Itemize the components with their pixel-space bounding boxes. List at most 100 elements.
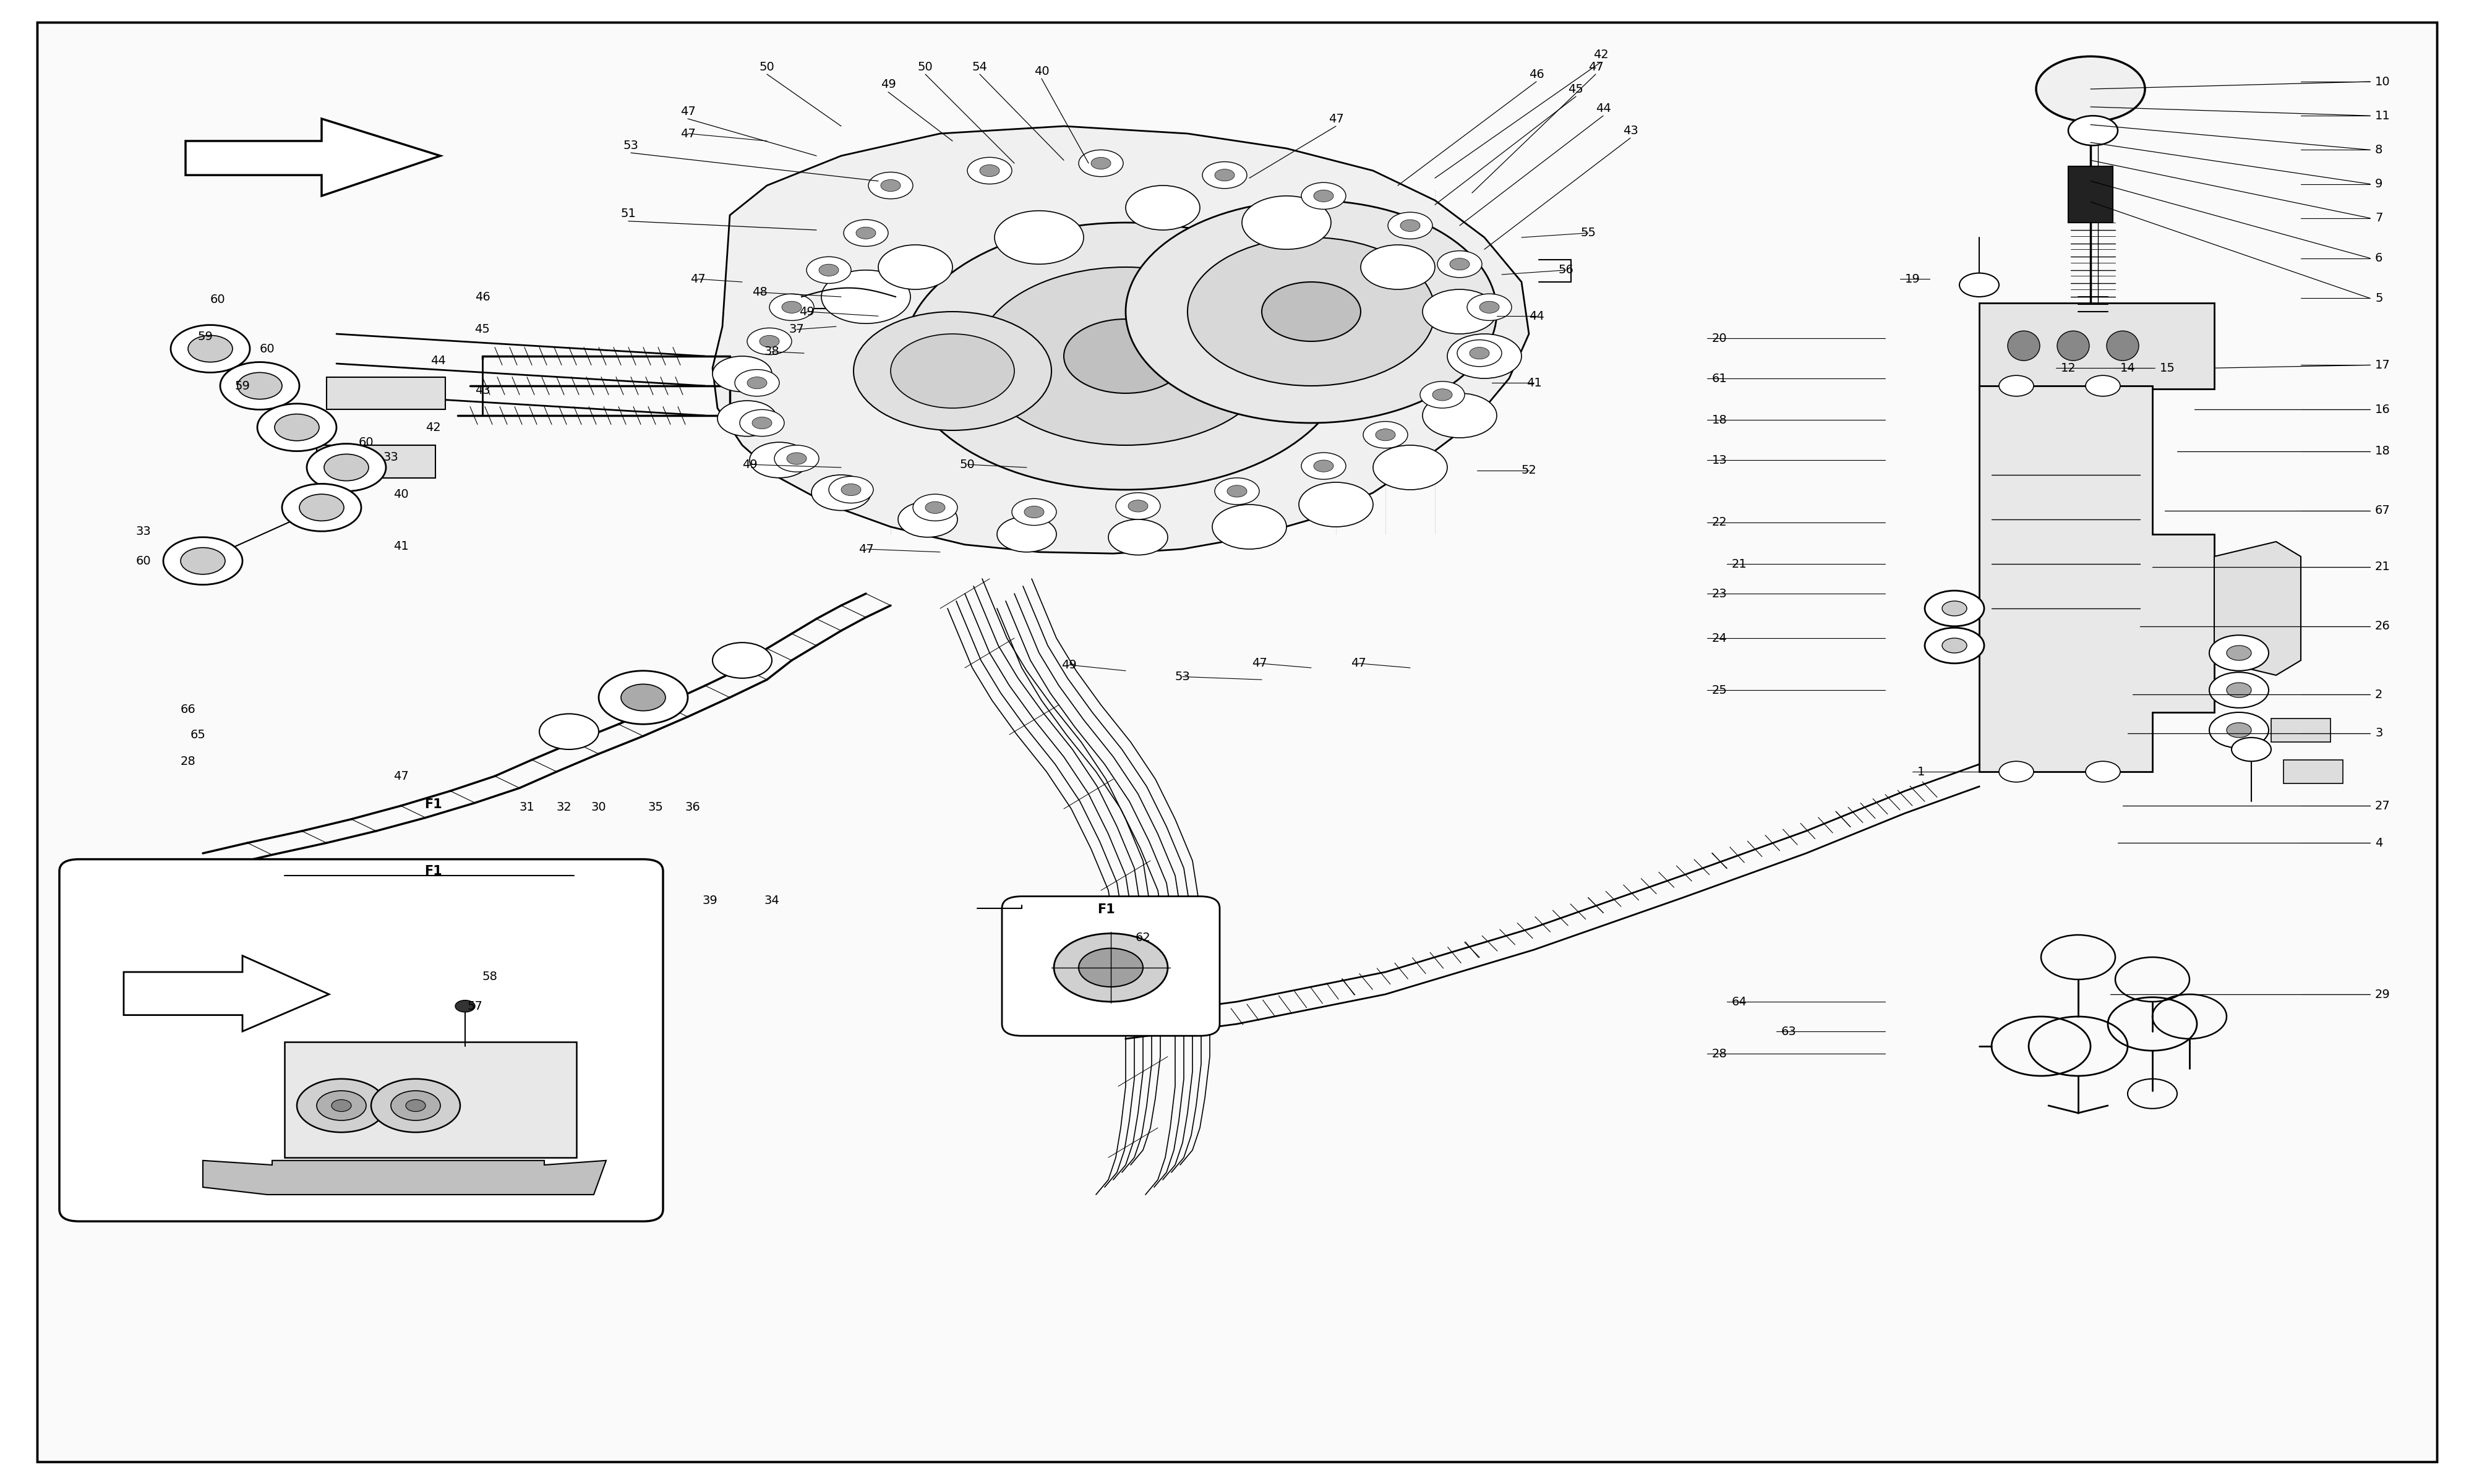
Text: 36: 36 <box>685 801 700 813</box>
Circle shape <box>282 484 361 531</box>
Text: 18: 18 <box>1712 414 1727 426</box>
Circle shape <box>1388 212 1432 239</box>
Text: 57: 57 <box>468 1000 482 1012</box>
Circle shape <box>1942 638 1967 653</box>
Circle shape <box>1314 460 1333 472</box>
Circle shape <box>1314 190 1333 202</box>
Circle shape <box>891 334 1014 408</box>
Text: 58: 58 <box>482 971 497 982</box>
Text: 49: 49 <box>742 459 757 470</box>
Circle shape <box>750 442 809 478</box>
Circle shape <box>1447 334 1522 378</box>
Circle shape <box>735 370 779 396</box>
Polygon shape <box>713 126 1529 554</box>
Ellipse shape <box>2058 331 2088 361</box>
Text: 45: 45 <box>475 324 490 335</box>
Text: 8: 8 <box>2375 144 2382 156</box>
Text: 42: 42 <box>1593 49 1608 61</box>
Circle shape <box>1376 429 1395 441</box>
Circle shape <box>1301 453 1346 479</box>
Text: 47: 47 <box>690 273 705 285</box>
Text: 45: 45 <box>1569 83 1583 95</box>
Text: 31: 31 <box>520 801 534 813</box>
Text: 49: 49 <box>799 306 814 318</box>
Text: 47: 47 <box>1351 657 1366 669</box>
Circle shape <box>787 453 807 464</box>
Text: 11: 11 <box>2375 110 2390 122</box>
Circle shape <box>1126 200 1497 423</box>
Circle shape <box>2036 56 2145 122</box>
Circle shape <box>829 476 873 503</box>
Text: 49: 49 <box>881 79 896 91</box>
Text: 35: 35 <box>648 801 663 813</box>
Text: F1: F1 <box>1096 904 1116 916</box>
Circle shape <box>181 548 225 574</box>
Circle shape <box>406 1100 426 1112</box>
Circle shape <box>317 1091 366 1120</box>
Text: 60: 60 <box>359 436 374 448</box>
Text: 64: 64 <box>1732 996 1747 1008</box>
Text: 1: 1 <box>1917 766 1925 778</box>
Circle shape <box>1423 393 1497 438</box>
Text: 65: 65 <box>190 729 205 741</box>
Circle shape <box>1108 519 1168 555</box>
Text: 60: 60 <box>136 555 151 567</box>
Circle shape <box>1450 258 1470 270</box>
Circle shape <box>844 220 888 246</box>
Circle shape <box>854 312 1051 430</box>
Text: 22: 22 <box>1712 516 1727 528</box>
Circle shape <box>371 1079 460 1132</box>
Text: 59: 59 <box>198 331 213 343</box>
Text: 6: 6 <box>2375 252 2382 264</box>
Circle shape <box>2227 723 2251 738</box>
Circle shape <box>1079 150 1123 177</box>
Text: 60: 60 <box>210 294 225 306</box>
Circle shape <box>1227 485 1247 497</box>
Circle shape <box>995 211 1084 264</box>
Circle shape <box>171 325 250 372</box>
Circle shape <box>2232 738 2271 761</box>
Circle shape <box>713 356 772 392</box>
Text: 60: 60 <box>260 343 275 355</box>
Circle shape <box>1128 500 1148 512</box>
Circle shape <box>257 404 336 451</box>
Circle shape <box>769 294 814 321</box>
Bar <box>2271 718 2331 742</box>
Circle shape <box>856 227 876 239</box>
Text: 49: 49 <box>1061 659 1076 671</box>
Text: 47: 47 <box>680 128 695 139</box>
Circle shape <box>1942 601 1967 616</box>
Circle shape <box>782 301 802 313</box>
Text: 27: 27 <box>2375 800 2390 812</box>
Text: 46: 46 <box>475 291 490 303</box>
Circle shape <box>1400 220 1420 232</box>
Text: 21: 21 <box>2375 561 2390 573</box>
Circle shape <box>2209 672 2269 708</box>
Text: 41: 41 <box>1526 377 1541 389</box>
Circle shape <box>747 377 767 389</box>
Circle shape <box>2227 646 2251 660</box>
Circle shape <box>1242 196 1331 249</box>
Circle shape <box>1091 157 1111 169</box>
Circle shape <box>811 475 871 510</box>
Text: 43: 43 <box>1623 125 1638 137</box>
Text: 47: 47 <box>1588 61 1603 73</box>
Text: 53: 53 <box>623 139 638 151</box>
Text: 41: 41 <box>393 540 408 552</box>
Circle shape <box>868 172 913 199</box>
Text: 47: 47 <box>1252 657 1267 669</box>
Text: 47: 47 <box>680 105 695 117</box>
Circle shape <box>1202 162 1247 188</box>
Circle shape <box>299 494 344 521</box>
Circle shape <box>977 267 1274 445</box>
Circle shape <box>997 516 1056 552</box>
Text: 34: 34 <box>764 895 779 907</box>
Circle shape <box>1999 375 2034 396</box>
Circle shape <box>898 502 957 537</box>
Text: 50: 50 <box>960 459 975 470</box>
Circle shape <box>307 444 386 491</box>
Text: 44: 44 <box>1529 310 1544 322</box>
Text: 2: 2 <box>2375 689 2382 700</box>
Text: 42: 42 <box>426 421 440 433</box>
Text: 14: 14 <box>2120 362 2135 374</box>
